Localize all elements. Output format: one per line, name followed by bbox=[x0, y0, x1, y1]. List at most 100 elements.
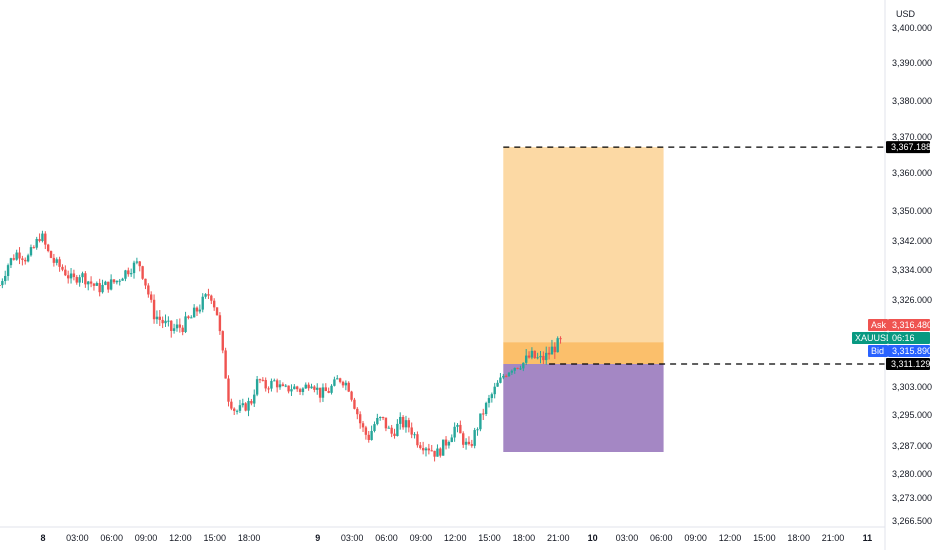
candle bbox=[559, 336, 562, 344]
svg-text:XAUUSD: XAUUSD bbox=[855, 333, 893, 343]
price-tick-label: 3,326.000 bbox=[892, 295, 932, 305]
candle bbox=[92, 282, 96, 291]
candle bbox=[301, 387, 305, 396]
candle bbox=[29, 244, 33, 257]
candle bbox=[364, 425, 368, 440]
time-tick-label: 03:00 bbox=[616, 533, 639, 543]
target-zone[interactable] bbox=[503, 147, 664, 343]
time-tick-label: 18:00 bbox=[513, 533, 536, 543]
candle bbox=[187, 315, 190, 320]
candle bbox=[72, 269, 76, 281]
price-tick-label: 3,287.000 bbox=[892, 441, 932, 451]
candle bbox=[404, 415, 408, 433]
candle bbox=[356, 407, 359, 420]
candle bbox=[287, 385, 290, 394]
candle bbox=[64, 265, 67, 277]
price-axis[interactable]: USD 3,400.000 3,390.000 3,380.000 3,370.000… bbox=[884, 0, 932, 550]
candle bbox=[410, 422, 413, 439]
candle bbox=[381, 416, 385, 421]
candle bbox=[107, 281, 110, 293]
candle bbox=[316, 383, 319, 395]
candle bbox=[141, 265, 144, 280]
candle bbox=[41, 230, 44, 243]
candle bbox=[281, 382, 285, 387]
long-position-tool[interactable] bbox=[503, 147, 664, 452]
time-tick-label: 10 bbox=[588, 533, 598, 543]
candle bbox=[61, 264, 64, 272]
candle bbox=[250, 399, 253, 406]
candle bbox=[361, 421, 365, 432]
candle bbox=[124, 269, 127, 282]
candle bbox=[393, 428, 396, 439]
candle bbox=[487, 394, 491, 408]
time-tick-label: 9 bbox=[315, 533, 320, 543]
candle bbox=[524, 348, 528, 366]
time-tick-label: 12:00 bbox=[719, 533, 742, 543]
price-tick-label: 3,273.000 bbox=[892, 493, 932, 503]
candle bbox=[341, 380, 345, 388]
candle bbox=[278, 380, 282, 390]
time-axis[interactable]: 8 03:00 06:00 09:00 12:00 15:00 18:00 9 03:00 06:… bbox=[0, 526, 885, 543]
candle bbox=[235, 409, 239, 415]
price-tick-label: 3,334.000 bbox=[892, 265, 932, 275]
candle bbox=[172, 323, 176, 334]
candle bbox=[190, 315, 193, 319]
candle bbox=[132, 260, 136, 279]
target-price-tag: 3,367.188 bbox=[886, 141, 931, 154]
candle bbox=[407, 417, 411, 433]
candle bbox=[462, 431, 465, 448]
candle bbox=[81, 271, 84, 283]
candle bbox=[479, 413, 482, 432]
time-tick-label: 06:00 bbox=[650, 533, 673, 543]
candle bbox=[178, 318, 182, 333]
candle bbox=[155, 310, 159, 324]
candle bbox=[35, 236, 38, 250]
candle bbox=[147, 283, 150, 298]
currency-label: USD bbox=[896, 9, 916, 19]
candle bbox=[295, 385, 299, 392]
candle bbox=[444, 436, 448, 450]
candle bbox=[496, 380, 499, 387]
candle bbox=[84, 271, 87, 288]
candle bbox=[129, 268, 133, 277]
candle bbox=[547, 346, 551, 360]
candle bbox=[9, 257, 13, 269]
candle bbox=[152, 294, 156, 324]
price-tick-label: 3,266.500 bbox=[892, 516, 932, 526]
candle bbox=[347, 381, 350, 393]
candle bbox=[304, 382, 307, 389]
candle bbox=[253, 389, 256, 407]
candle bbox=[58, 256, 61, 272]
candle bbox=[441, 439, 445, 456]
candle bbox=[230, 398, 233, 411]
candle bbox=[212, 298, 216, 311]
candle bbox=[6, 263, 10, 281]
stop-zone[interactable] bbox=[503, 364, 664, 452]
candle bbox=[324, 383, 328, 392]
candle bbox=[115, 280, 119, 285]
candle bbox=[399, 412, 402, 430]
candle bbox=[379, 416, 382, 421]
candle bbox=[493, 382, 496, 399]
candle bbox=[333, 376, 336, 387]
candle bbox=[181, 325, 184, 336]
price-tick-label: 3,370.000 bbox=[892, 132, 932, 142]
candle bbox=[545, 346, 548, 365]
candle bbox=[384, 417, 388, 432]
candle bbox=[38, 233, 41, 243]
time-tick-label: 12:00 bbox=[169, 533, 192, 543]
candlestick-series bbox=[0, 230, 562, 462]
candle bbox=[419, 442, 422, 450]
candle bbox=[459, 420, 462, 434]
candle bbox=[49, 250, 53, 259]
candle bbox=[218, 312, 222, 335]
time-tick-label: 11 bbox=[863, 533, 873, 543]
price-tick-label: 3,380.000 bbox=[892, 96, 932, 106]
candle bbox=[170, 320, 173, 338]
candle bbox=[447, 440, 451, 449]
candle bbox=[184, 311, 187, 334]
candle bbox=[310, 383, 313, 389]
candle bbox=[241, 398, 245, 408]
candle bbox=[336, 375, 339, 380]
